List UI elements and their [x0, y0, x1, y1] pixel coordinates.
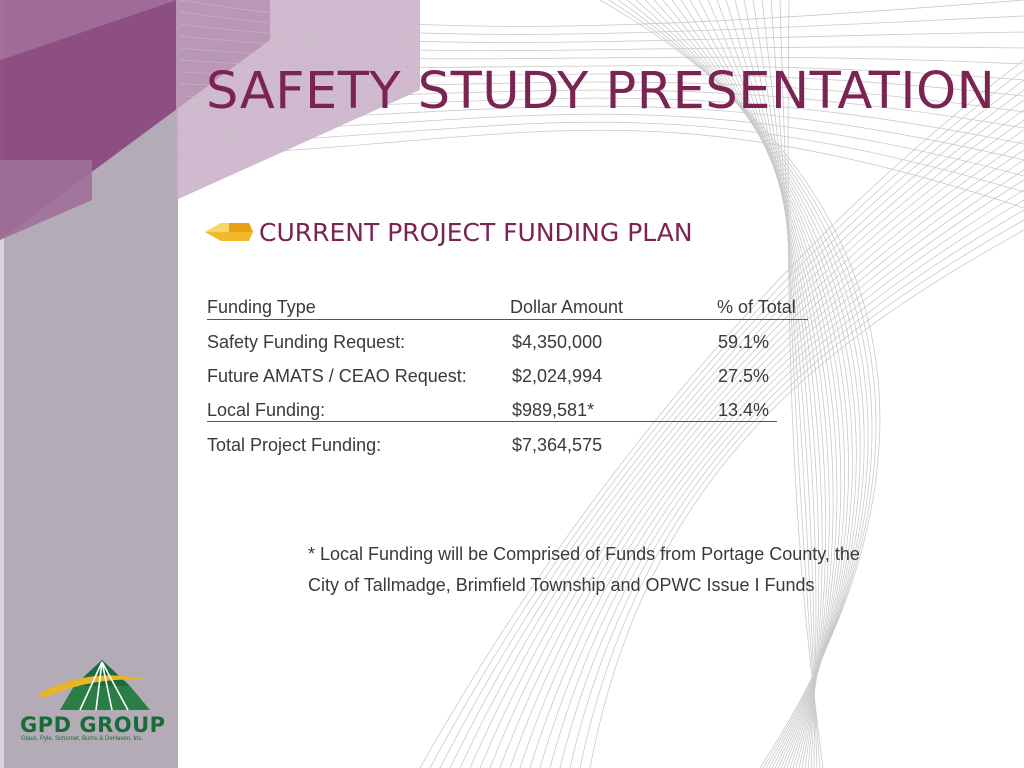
row-total-type: Total Project Funding:: [207, 435, 382, 455]
row-safety-percent: 59.1%: [718, 332, 770, 352]
row-local-amount: $989,581*: [512, 400, 595, 420]
logo-tagline: Glaus, Pyle, Schomer, Burns & DeHaven, I…: [21, 736, 144, 742]
row-amats-amount: $2,024,994: [512, 366, 603, 386]
row-total-amount: $7,364,575: [512, 435, 603, 455]
footnote-line-1: * Local Funding will be Comprised of Fun…: [308, 544, 860, 564]
local-underline: [207, 421, 777, 422]
row-safety-amount: $4,350,000: [512, 332, 603, 352]
header-percent-total: % of Total: [717, 297, 796, 317]
row-safety-type: Safety Funding Request:: [207, 332, 406, 352]
row-amats-percent: 27.5%: [718, 366, 770, 386]
footnote: * Local Funding will be Comprised of Fun…: [308, 539, 860, 601]
header-underline: [207, 319, 808, 320]
slide-title: SAFETY STUDY PRESENTATION: [206, 62, 996, 121]
header-dollar-amount: Dollar Amount: [510, 297, 624, 317]
logo-name: GPD GROUP: [20, 713, 166, 737]
footnote-line-2: City of Tallmadge, Brimfield Township an…: [308, 575, 815, 595]
slide-subtitle: CURRENT PROJECT FUNDING PLAN: [259, 217, 693, 247]
diamond-bullet-icon: [205, 223, 253, 241]
header-funding-type: Funding Type: [207, 297, 316, 317]
gpd-logo-mark: [38, 660, 150, 711]
swirl-lines: [179, 0, 1024, 768]
row-local-type: Local Funding:: [207, 400, 326, 420]
row-local-percent: 13.4%: [718, 400, 770, 420]
subtitle-row: CURRENT PROJECT FUNDING PLAN: [205, 216, 693, 248]
row-amats-type: Future AMATS / CEAO Request:: [207, 366, 467, 386]
